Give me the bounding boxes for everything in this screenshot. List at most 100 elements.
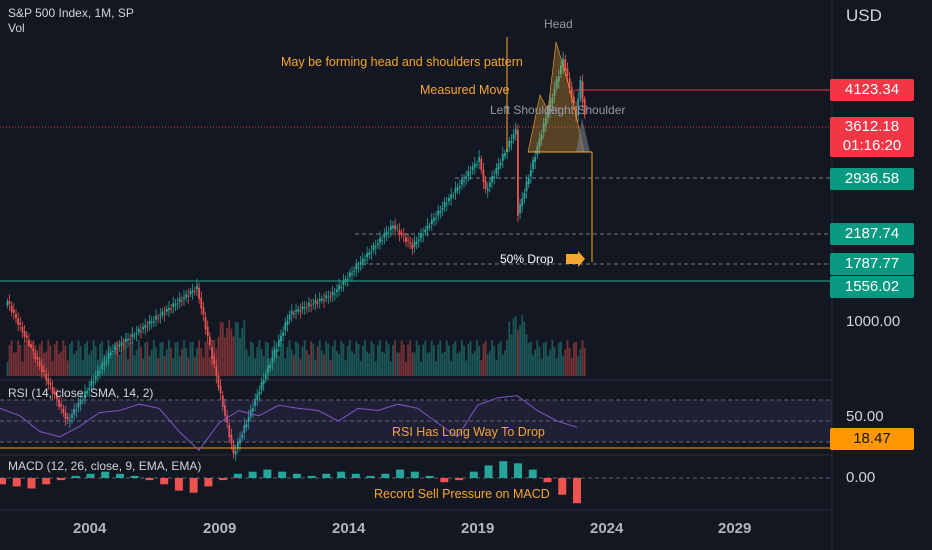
candle-body [170,308,172,310]
macd-bar [307,475,316,478]
volume-bar [187,357,190,376]
candle-body [295,310,297,313]
volume-bar [101,341,104,376]
candle-body [566,68,569,76]
candle-body [118,344,121,347]
volume-bar [23,344,26,376]
volume-bar [73,353,76,376]
currency-label[interactable]: USD [846,6,882,25]
volume-bar [204,342,207,376]
candle-body [583,99,586,116]
macd-bar [469,471,478,478]
macd-title[interactable]: MACD (12, 26, close, 9, EMA, EMA) [8,459,202,473]
volume-bar [51,360,54,376]
macd-bar [322,473,331,478]
volume-bar [428,352,431,376]
volume-bar [564,349,567,376]
macd-bar [56,478,65,481]
volume-bar [58,353,60,376]
volume-bar [342,343,345,376]
candle-body [413,241,416,247]
candle-body [469,172,472,174]
candle-body [527,177,530,185]
volume-bar [486,354,489,376]
candle-body [575,105,577,118]
volume-bar [206,342,209,376]
volume-bar [329,360,332,376]
volume-bar [404,361,407,376]
candle-body [310,305,313,307]
candle-body [213,356,216,365]
volume-bar [282,343,285,376]
volume-bar [467,343,470,376]
candle-body [482,169,485,182]
volume-bar [573,342,575,376]
candle-body [519,204,521,214]
volume-bar [112,359,114,376]
left-shoulder-label: Left Shoulder [490,103,562,117]
symbol-header[interactable]: S&P 500 Index, 1M, SP [8,6,134,20]
volume-bar [176,341,179,376]
candle-body [461,179,463,185]
candle-body [327,297,330,298]
volume-bar [540,358,543,376]
volume-bar [394,340,397,376]
candle-body [305,307,308,309]
candle-body [542,123,545,133]
candle-body [187,295,190,297]
volume-bar [579,348,582,376]
volume-bar [185,347,188,376]
volume-bar [267,342,269,376]
volume-bar [491,340,493,376]
rsi-title[interactable]: RSI (14, close, SMA, 14, 2) [8,386,154,400]
candle-body [540,135,543,140]
candle-body [228,424,231,438]
candle-body [312,303,315,305]
candle-body [486,188,489,192]
volume-bar [221,322,224,376]
volume-bar [217,336,220,376]
candle-body [140,330,142,332]
volume-bar [348,340,351,376]
volume-bar [454,340,457,376]
price-tag-4123: 4123.34 [830,79,914,101]
candle-body [204,317,207,330]
candle-body [92,381,95,384]
volume-bar [364,340,366,376]
volume-bar [383,353,386,376]
volume-bar [489,350,491,376]
candle-body [114,346,116,351]
volume-bar [346,345,349,376]
candle-body [320,298,323,301]
head-shoulders-shape [527,41,585,153]
volume-bar [137,340,140,376]
volume-bar [534,349,537,376]
volume-bar [252,342,254,376]
volume-bar [458,351,461,376]
volume-label[interactable]: Vol [8,21,25,35]
volume-bar [228,320,231,376]
candle-body [420,232,422,239]
volume-bar [323,354,325,376]
candle-body [258,391,261,396]
candle-body [155,315,157,320]
volume-bar [247,356,250,376]
volume-bar [562,355,565,376]
candle-body [331,292,334,296]
volume-bar [435,361,437,376]
volume-bar [413,352,416,376]
candle-body [286,320,289,325]
volume-bar [495,359,498,376]
candle-body [105,360,108,363]
volume-bar [327,343,330,376]
candle-body [355,265,358,270]
candle-body [521,198,524,207]
volume-bar [249,341,252,376]
volume-bar [441,353,444,376]
candle-body [467,171,470,177]
candle-body [372,245,375,251]
volume-bar [38,344,41,376]
candle-body [545,118,547,126]
candle-body [325,295,328,299]
